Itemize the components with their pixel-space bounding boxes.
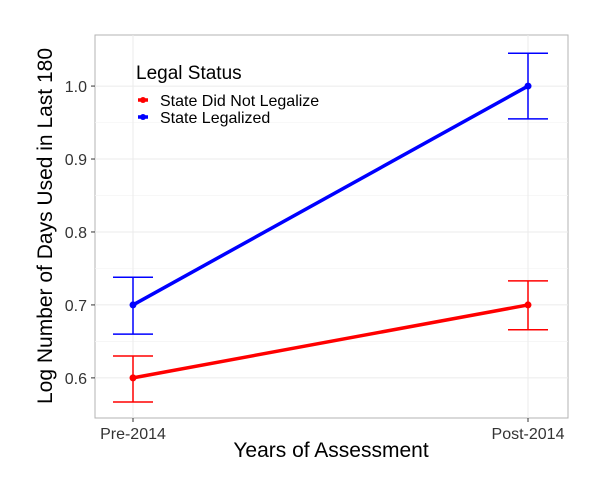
legend-label: State Legalized xyxy=(160,110,270,127)
legend-key-point xyxy=(140,114,146,120)
legend-key-point xyxy=(140,97,146,103)
series-state-did-not-legalize xyxy=(113,280,548,403)
data-point xyxy=(524,82,532,90)
x-axis-label: Years of Assessment xyxy=(233,439,428,462)
y-tick-label: 0.9 xyxy=(65,152,87,169)
data-point xyxy=(524,301,532,309)
y-tick-label: 0.8 xyxy=(65,225,87,242)
legend-label: State Did Not Legalize xyxy=(160,93,319,110)
plot-panel xyxy=(94,34,569,419)
series-line xyxy=(132,303,529,380)
series-state-legalized xyxy=(113,52,548,335)
data-point xyxy=(129,301,137,309)
x-tick-label: Post-2014 xyxy=(492,426,565,443)
x-tick-label: Pre-2014 xyxy=(100,426,166,443)
legend: Legal Status State Did Not LegalizeState… xyxy=(136,63,319,127)
y-tick-label: 0.6 xyxy=(65,371,87,388)
y-tick-label: 0.7 xyxy=(65,298,87,315)
legend-title: Legal Status xyxy=(136,63,242,84)
y-axis-label: Log Number of Days Used in Last 180 xyxy=(34,48,57,404)
y-tick-label: 1.0 xyxy=(65,79,87,96)
data-point xyxy=(129,374,137,382)
series-line xyxy=(132,84,529,307)
